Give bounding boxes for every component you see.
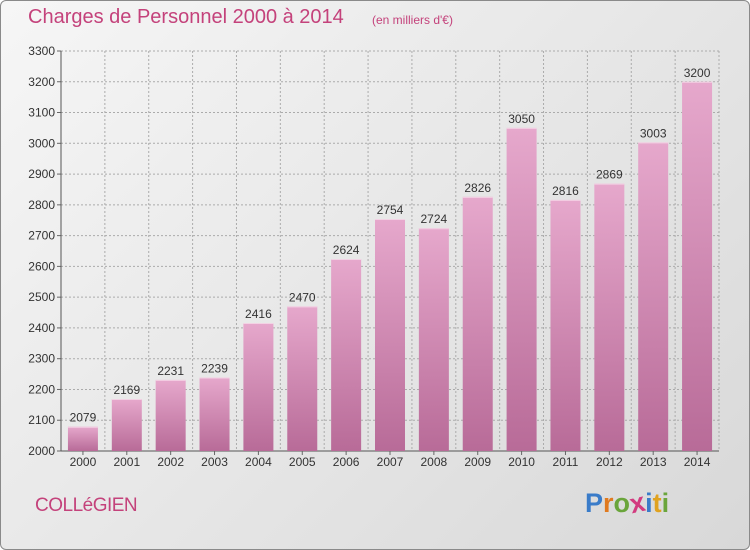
data-label-2000: 2079 [70,411,97,425]
y-tick-label: 2300 [28,352,55,366]
y-tick-label: 2800 [28,198,55,212]
x-tick-label-2013: 2013 [640,455,667,469]
data-label-2012: 2869 [596,168,623,182]
bar-2001 [111,399,142,451]
logo-letter: o [613,488,631,518]
bar-2006 [331,259,362,451]
data-label-2001: 2169 [113,383,140,397]
x-tick-label-2012: 2012 [596,455,623,469]
x-tick-label-2002: 2002 [157,455,184,469]
bar-2005 [287,306,318,451]
bar-2011 [550,199,581,451]
data-label-2013: 3003 [640,126,667,140]
x-tick-label-2003: 2003 [201,455,228,469]
bar-2003 [199,377,230,451]
y-tick-label: 2500 [28,290,55,304]
bar-2014 [682,81,713,452]
bar-2008 [418,228,449,451]
data-label-2004: 2416 [245,307,272,321]
logo-letter: r [603,488,614,518]
x-tick-label-2001: 2001 [113,455,140,469]
bar-2007 [375,219,405,451]
logo-letter: P [585,488,604,518]
x-tick-label-2009: 2009 [464,455,491,469]
y-tick-label: 2600 [28,259,55,273]
y-tick-label: 3100 [28,106,55,120]
bar-2004 [243,323,274,451]
data-labels: 2079 2169 2231 2239 2416 2470 2624 2754 2724 2826… [70,66,711,425]
logo-letter: i [661,488,670,518]
chart-subtitle: (en milliers d'€) [372,13,453,27]
data-label-2006: 2624 [333,243,360,257]
x-tick-label-2000: 2000 [70,455,97,469]
x-tick-label-2005: 2005 [289,455,316,469]
x-tick-label-2007: 2007 [377,455,404,469]
x-tick-label-2014: 2014 [684,455,711,469]
x-tick-label-2010: 2010 [508,455,535,469]
location-name: COLLéGIEN [35,495,138,516]
y-tick-label: 2400 [28,321,55,335]
data-label-2008: 2724 [421,212,448,226]
bar-2010 [506,127,537,451]
x-tick-label-2006: 2006 [333,455,360,469]
data-label-2002: 2231 [157,364,184,378]
proxiti-logo: Proxiti [585,487,670,519]
bar-2012 [594,183,625,451]
bar-2013 [638,142,669,451]
y-tick-label: 2900 [28,167,55,181]
data-label-2009: 2826 [464,181,491,195]
bar-2009 [462,196,493,451]
data-label-2011: 2816 [552,184,579,198]
bars [67,81,713,452]
y-tick-label: 2200 [28,382,55,396]
y-tick-label: 3000 [28,136,55,150]
data-label-2005: 2470 [289,290,316,304]
logo-letter: i [645,488,653,518]
data-label-2014: 3200 [684,66,711,80]
y-tick-label: 2700 [28,229,55,243]
x-tick-label-2011: 2011 [553,455,579,469]
chart-title: Charges de Personnel 2000 à 2014 [28,6,344,28]
axes: 2000 2100 2200 2300 2400 2500 2600 2700 2800 2900… [28,44,719,469]
y-tick-label: 2000 [28,444,55,458]
data-label-2003: 2239 [201,361,228,375]
data-label-2010: 3050 [508,112,535,126]
x-tick-label-2008: 2008 [421,455,448,469]
x-tick-label-2004: 2004 [245,455,272,469]
y-tick-label: 2100 [28,413,55,427]
y-tick-label: 3200 [28,75,55,89]
bar-2000 [67,426,98,451]
data-label-2007: 2754 [377,203,404,217]
y-tick-label: 3300 [28,44,55,58]
logo-letter: t [652,488,662,518]
bar-2002 [155,379,186,451]
